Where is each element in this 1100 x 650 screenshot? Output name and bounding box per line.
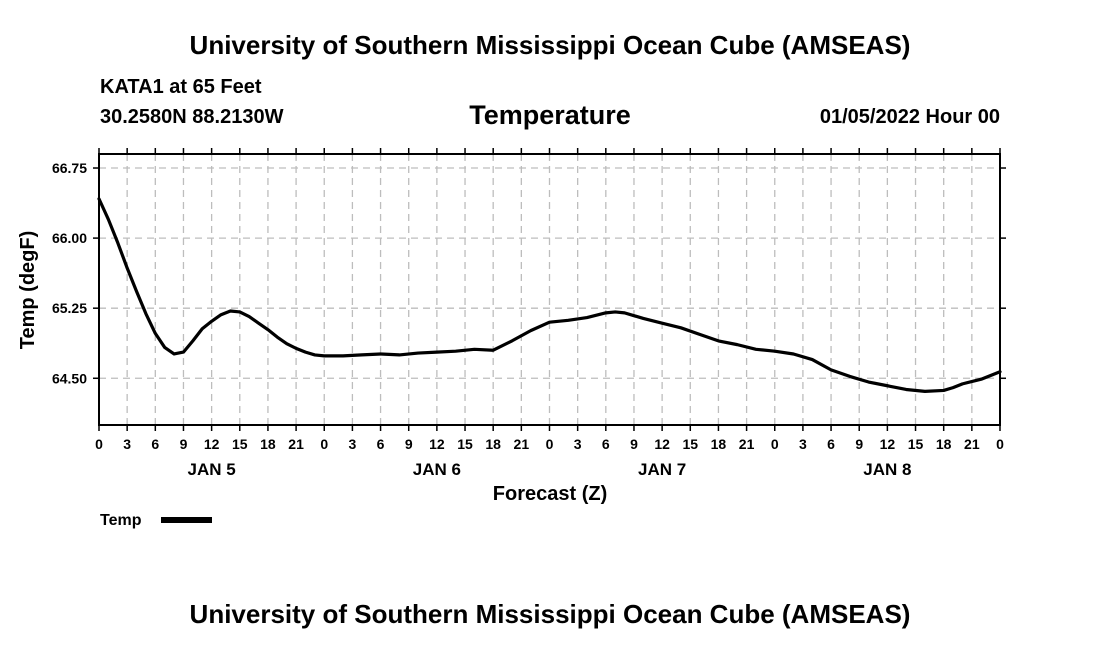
x-tick-label: 0 [996, 436, 1004, 452]
day-label: JAN 7 [638, 460, 686, 479]
x-tick-label: 9 [180, 436, 188, 452]
x-tick-label: 3 [574, 436, 582, 452]
x-tick-label: 15 [682, 436, 698, 452]
x-tick-label: 21 [288, 436, 304, 452]
x-tick-label: 18 [936, 436, 952, 452]
station-label: KATA1 at 65 Feet [100, 76, 262, 98]
label-layer: 0 3 6 9 12 15 18 21 0 3 6 9 12 15 18 21 0 3 6 9 12 15 18 21 0 3 6 9… [52, 160, 1004, 479]
x-tick-label: 6 [377, 436, 385, 452]
x-tick-label: 18 [711, 436, 727, 452]
grid-layer [99, 154, 1000, 425]
plot-frame [98, 153, 1001, 426]
org-title: University of Southern Mississippi Ocean… [189, 30, 911, 60]
day-label: JAN 8 [863, 460, 911, 479]
x-tick-label: 9 [405, 436, 413, 452]
x-tick-label: 6 [151, 436, 159, 452]
x-tick-label: 6 [827, 436, 835, 452]
x-tick-label: 18 [260, 436, 276, 452]
forecast-date: 01/05/2022 Hour 00 [819, 106, 1000, 128]
y-tick-label: 66.00 [52, 230, 87, 246]
x-tick-label: 0 [771, 436, 779, 452]
x-tick-label: 0 [546, 436, 554, 452]
x-tick-label: 12 [654, 436, 670, 452]
legend-label: Temp [100, 512, 142, 529]
x-tick-label: 0 [95, 436, 103, 452]
x-tick-label: 15 [908, 436, 924, 452]
x-tick-label: 6 [602, 436, 610, 452]
y-tick-label: 66.75 [52, 160, 87, 176]
chart-title: Temperature [469, 100, 631, 130]
y-tick-label: 64.50 [52, 370, 87, 386]
x-tick-label: 9 [630, 436, 638, 452]
x-tick-label: 9 [855, 436, 863, 452]
temperature-chart: 0 3 6 9 12 15 18 21 0 3 6 9 12 15 18 21 0 3 6 9 12 15 18 21 0 3 6 9… [17, 148, 1006, 529]
day-label: JAN 6 [413, 460, 461, 479]
x-tick-label: 15 [232, 436, 248, 452]
footer-org-title: University of Southern Mississippi Ocean… [189, 599, 911, 629]
station-coordinates: 30.2580N 88.2130W [100, 106, 284, 128]
x-axis-title: Forecast (Z) [493, 483, 607, 505]
y-tick-label: 65.25 [52, 300, 87, 316]
x-tick-label: 12 [204, 436, 220, 452]
legend: Temp [100, 512, 212, 529]
x-tick-label: 21 [514, 436, 530, 452]
x-tick-label: 3 [123, 436, 131, 452]
day-label: JAN 5 [188, 460, 236, 479]
y-axis-title: Temp (degF) [17, 231, 39, 350]
x-tick-label: 3 [349, 436, 357, 452]
x-tick-label: 21 [739, 436, 755, 452]
x-tick-label: 3 [799, 436, 807, 452]
x-tick-label: 12 [880, 436, 896, 452]
x-tick-label: 18 [485, 436, 501, 452]
x-tick-label: 12 [429, 436, 445, 452]
temp-series-line [97, 197, 1002, 393]
x-tick-label: 21 [964, 436, 980, 452]
x-tick-label: 15 [457, 436, 473, 452]
x-tick-label: 0 [320, 436, 328, 452]
